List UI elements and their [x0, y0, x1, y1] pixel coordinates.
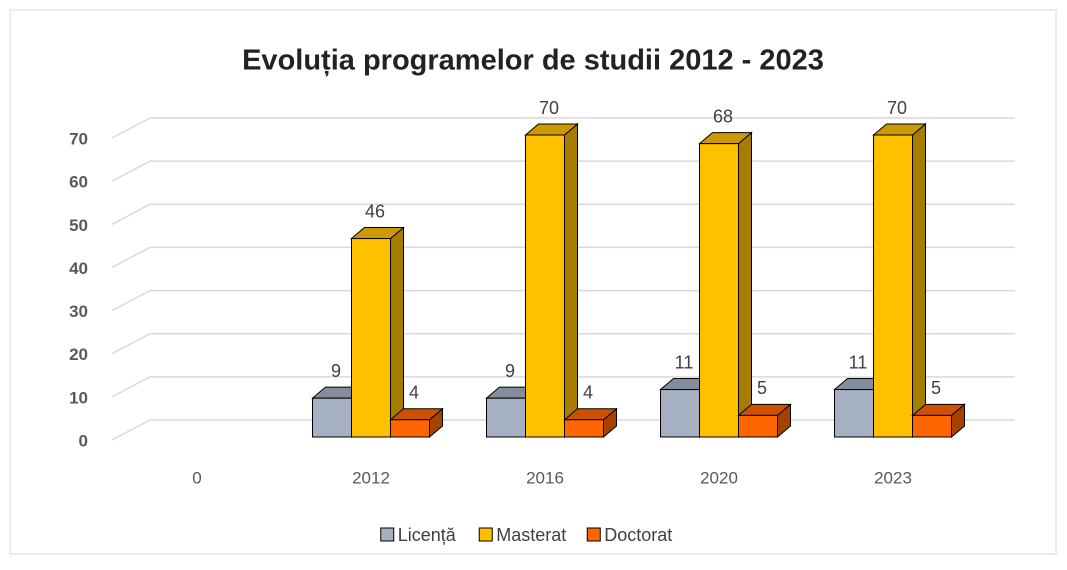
- data-label: 70: [887, 98, 907, 118]
- x-tick-label: 2012: [352, 468, 390, 487]
- bar-front: [873, 134, 913, 438]
- bar: [524, 122, 579, 439]
- legend-swatch: [380, 527, 395, 542]
- bar-side: [390, 226, 404, 439]
- bar-front: [912, 414, 952, 438]
- bar: [872, 122, 927, 439]
- legend-label: Doctorat: [604, 525, 672, 545]
- bar: [737, 403, 792, 439]
- bar-front: [564, 419, 604, 438]
- bar: [911, 403, 966, 439]
- bar-front: [834, 389, 874, 438]
- bar: [350, 226, 405, 439]
- data-label: 9: [331, 361, 341, 381]
- data-label: 68: [713, 106, 733, 126]
- y-tick-label: 50: [69, 216, 88, 235]
- bar-side: [564, 122, 578, 439]
- data-label: 4: [409, 382, 419, 402]
- y-tick-label: 20: [69, 345, 88, 364]
- bar-front: [312, 397, 352, 438]
- bar-front: [660, 389, 700, 438]
- data-label: 5: [757, 378, 767, 398]
- legend-swatch: [586, 527, 601, 542]
- bar-front: [351, 238, 391, 438]
- bar: [389, 407, 444, 439]
- bar-front: [486, 397, 526, 438]
- data-label: 46: [365, 201, 385, 221]
- data-label: 11: [849, 352, 868, 372]
- grid-line: [111, 117, 1015, 139]
- y-tick-label: 0: [79, 431, 88, 450]
- bar-front: [525, 134, 565, 438]
- data-label: 4: [583, 382, 593, 402]
- y-tick-label: 40: [69, 259, 88, 278]
- data-label: 5: [931, 378, 941, 398]
- y-tick-label: 60: [69, 173, 88, 192]
- x-tick-label: 0: [192, 468, 201, 487]
- y-tick-label: 30: [69, 302, 88, 321]
- x-tick-label: 2023: [874, 468, 912, 487]
- data-label: 11: [675, 352, 694, 372]
- data-label: 70: [539, 98, 559, 118]
- legend-swatch: [478, 527, 493, 542]
- bar-front: [699, 143, 739, 438]
- legend-label: Masterat: [496, 525, 566, 545]
- bar-side: [912, 122, 926, 439]
- x-tick-label: 2016: [526, 468, 564, 487]
- bar: [563, 407, 618, 439]
- bar-front: [738, 414, 778, 438]
- bar: [698, 131, 753, 439]
- legend-label: Licență: [398, 525, 457, 545]
- data-label: 9: [505, 361, 515, 381]
- chart-title: Evoluția programelor de studii 2012 - 20…: [242, 45, 824, 77]
- bar-side: [738, 131, 752, 439]
- y-tick-label: 70: [69, 129, 88, 148]
- y-tick-label: 10: [69, 388, 88, 407]
- bar-front: [390, 419, 430, 438]
- x-tick-label: 2020: [700, 468, 738, 487]
